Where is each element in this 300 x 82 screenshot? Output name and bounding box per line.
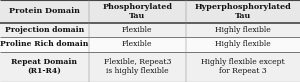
Text: Highly flexible: Highly flexible (215, 41, 271, 48)
Text: Repeat Domain
(R1-R4): Repeat Domain (R1-R4) (11, 58, 77, 75)
Text: Highly flexible except
for Repeat 3: Highly flexible except for Repeat 3 (201, 58, 285, 75)
Bar (0, 52, 88, 82)
Bar (0, 23, 88, 37)
Bar (186, 23, 300, 37)
Text: Phosphorylated
Tau: Phosphorylated Tau (102, 3, 172, 20)
Text: Hyperphosphorylated
Tau: Hyperphosphorylated Tau (195, 3, 291, 20)
Bar (0, 37, 88, 52)
Text: Flexible, Repeat3
is highly flexible: Flexible, Repeat3 is highly flexible (103, 58, 171, 75)
Bar (88, 23, 186, 37)
Bar (186, 37, 300, 52)
Text: Protein Domain: Protein Domain (9, 7, 80, 15)
Text: Projection domain: Projection domain (4, 26, 84, 34)
Bar (88, 0, 186, 23)
Text: Highly flexible: Highly flexible (215, 26, 271, 34)
Bar (0, 0, 88, 23)
Text: Flexible: Flexible (122, 41, 152, 48)
Text: Flexible: Flexible (122, 26, 152, 34)
Bar (88, 37, 186, 52)
Bar (186, 0, 300, 23)
Bar (88, 52, 186, 82)
Text: Proline Rich domain: Proline Rich domain (0, 41, 88, 48)
Bar (186, 52, 300, 82)
